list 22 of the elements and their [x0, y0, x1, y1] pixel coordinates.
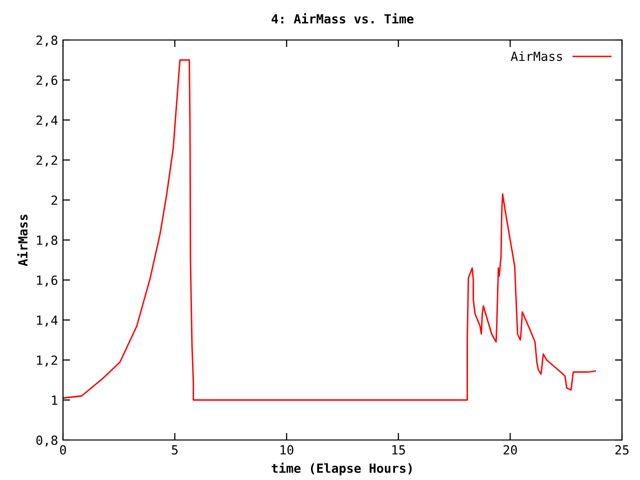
x-tick-label: 10	[280, 445, 294, 455]
y-tick-label: 2	[52, 196, 58, 205]
y-tick-label: 2,6	[36, 76, 58, 87]
y-tick-label: 2,2	[36, 156, 58, 167]
line-series	[63, 59, 596, 401]
x-tick-label: 25	[615, 445, 629, 455]
y-tick-label: 1,4	[37, 316, 58, 327]
legend-label: AirMass	[510, 51, 562, 61]
x-tick-label: 20	[504, 445, 517, 455]
x-axis-title: time (Elapse Hours)	[272, 462, 412, 476]
y-tick-label: 0,8	[36, 436, 58, 447]
y-tick-label: 1,6	[37, 276, 58, 287]
y-tick-label: 1,8	[37, 236, 58, 247]
x-tick-label: 0	[60, 445, 66, 455]
y-axis-title: AirMass	[17, 214, 28, 266]
y-tick-label: 2,8	[36, 36, 58, 47]
x-tick-label: 5	[172, 445, 178, 455]
y-tick-label: 1,2	[37, 356, 58, 367]
y-tick-label: 2,4	[36, 116, 58, 127]
y-tick-label: 1	[52, 396, 58, 405]
chart-title: 4: AirMass vs. Time	[272, 13, 414, 24]
x-tick-label: 15	[392, 445, 405, 455]
